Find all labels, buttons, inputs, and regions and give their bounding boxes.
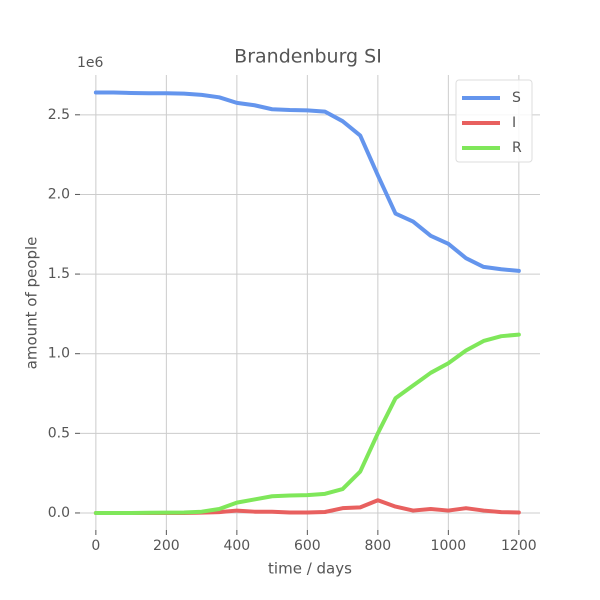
series-line [93,90,521,273]
x-tick-label: 800 [364,538,391,554]
legend-label: S [512,90,521,106]
y-axis-label: amount of people [23,237,41,370]
x-axis-label: time / days [268,560,352,578]
y-offset-label: 1e6 [77,55,104,71]
chart-title: Brandenburg SI [234,46,382,68]
y-tick-label: 1.0 [48,346,70,362]
x-tick-label: 200 [153,538,180,554]
legend-label: I [512,115,516,131]
x-tick-label: 1200 [501,538,537,554]
y-tick-label: 2.0 [48,186,70,202]
x-tick-label: 400 [223,538,250,554]
y-tick-label: 1.5 [48,266,70,282]
y-tick-label: 0.0 [48,505,70,521]
x-tick-label: 600 [294,538,321,554]
legend-label: R [512,140,522,156]
series-line [93,332,521,515]
y-tick-label: 2.5 [48,107,70,123]
x-tick-label: 0 [91,538,100,554]
x-tick-label: 1000 [431,538,467,554]
y-tick-label: 0.5 [48,425,70,441]
